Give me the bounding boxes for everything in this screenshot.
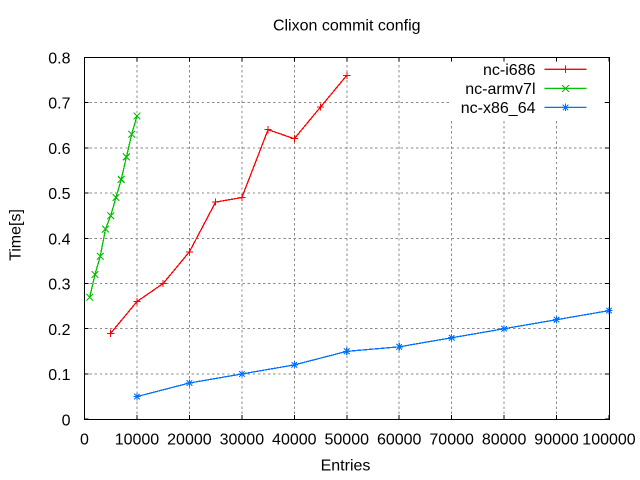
svg-text:0: 0 xyxy=(62,412,71,429)
svg-text:nc-armv7l: nc-armv7l xyxy=(465,81,535,98)
svg-text:0.6: 0.6 xyxy=(48,141,70,158)
svg-text:20000: 20000 xyxy=(167,431,212,448)
svg-text:Entries: Entries xyxy=(321,458,371,475)
svg-text:60000: 60000 xyxy=(377,431,422,448)
svg-text:0.3: 0.3 xyxy=(48,277,70,294)
svg-text:80000: 80000 xyxy=(482,431,527,448)
svg-text:0.8: 0.8 xyxy=(48,51,70,68)
svg-text:30000: 30000 xyxy=(220,431,265,448)
svg-text:Time[s]: Time[s] xyxy=(8,209,25,261)
svg-text:0.1: 0.1 xyxy=(48,367,70,384)
svg-text:70000: 70000 xyxy=(429,431,474,448)
svg-text:Clixon commit config: Clixon commit config xyxy=(273,17,421,34)
svg-text:0.4: 0.4 xyxy=(48,231,70,248)
svg-text:90000: 90000 xyxy=(534,431,579,448)
svg-text:0.7: 0.7 xyxy=(48,96,70,113)
svg-text:0.5: 0.5 xyxy=(48,186,70,203)
svg-text:nc-i686: nc-i686 xyxy=(483,62,536,79)
svg-text:0.2: 0.2 xyxy=(48,322,70,339)
svg-text:10000: 10000 xyxy=(115,431,160,448)
svg-text:100000: 100000 xyxy=(582,431,635,448)
svg-text:50000: 50000 xyxy=(325,431,370,448)
svg-text:nc-x86_64: nc-x86_64 xyxy=(461,100,536,117)
svg-text:0: 0 xyxy=(80,431,89,448)
svg-text:40000: 40000 xyxy=(272,431,317,448)
